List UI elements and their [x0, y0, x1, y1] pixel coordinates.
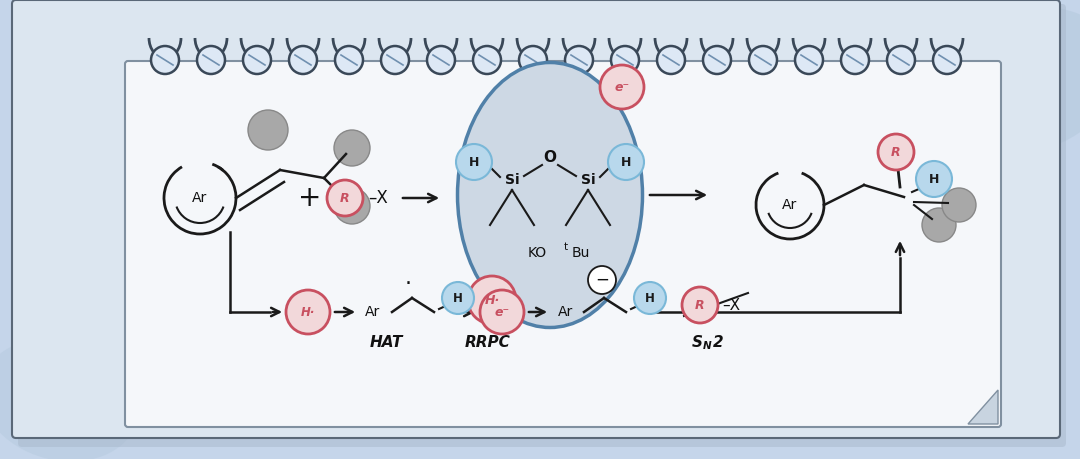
Text: Si: Si: [581, 173, 595, 187]
Text: KO: KO: [528, 246, 548, 260]
Circle shape: [588, 266, 616, 294]
Text: ·: ·: [405, 274, 411, 294]
FancyBboxPatch shape: [18, 4, 1066, 447]
Circle shape: [703, 46, 731, 74]
Circle shape: [289, 46, 318, 74]
Text: 2: 2: [713, 335, 724, 349]
Text: t: t: [564, 242, 568, 252]
Circle shape: [922, 208, 956, 242]
Text: +: +: [298, 184, 322, 212]
Circle shape: [519, 46, 546, 74]
Circle shape: [933, 46, 961, 74]
Circle shape: [887, 46, 915, 74]
Text: H: H: [929, 173, 940, 185]
Circle shape: [750, 46, 777, 74]
Circle shape: [916, 161, 951, 197]
Text: H: H: [621, 156, 631, 168]
Text: Ar: Ar: [365, 305, 380, 319]
Circle shape: [456, 144, 492, 180]
Text: RRPC: RRPC: [465, 335, 511, 349]
Text: H·: H·: [301, 306, 315, 319]
Circle shape: [286, 290, 330, 334]
FancyBboxPatch shape: [125, 61, 1001, 427]
Text: e⁻: e⁻: [495, 306, 510, 319]
FancyBboxPatch shape: [12, 0, 1059, 438]
Text: −: −: [595, 271, 609, 289]
Circle shape: [335, 46, 363, 74]
Text: Ar: Ar: [782, 198, 798, 212]
Text: HAT: HAT: [370, 335, 403, 349]
Circle shape: [634, 282, 666, 314]
Circle shape: [442, 282, 474, 314]
Ellipse shape: [942, 7, 1080, 153]
Circle shape: [327, 180, 363, 216]
Text: e⁻: e⁻: [615, 80, 630, 94]
Text: H·: H·: [484, 293, 500, 307]
Text: Ar: Ar: [558, 305, 573, 319]
Text: O: O: [543, 150, 556, 164]
Text: H: H: [645, 291, 654, 304]
Text: –X: –X: [723, 297, 740, 313]
Circle shape: [942, 188, 976, 222]
Text: S: S: [692, 335, 703, 349]
Circle shape: [657, 46, 685, 74]
Circle shape: [197, 46, 225, 74]
Text: –X: –X: [368, 189, 388, 207]
Circle shape: [468, 276, 516, 324]
Text: H: H: [469, 156, 480, 168]
Circle shape: [243, 46, 271, 74]
Text: Ar: Ar: [192, 191, 207, 205]
Text: N: N: [703, 341, 712, 351]
Circle shape: [878, 134, 914, 170]
Ellipse shape: [0, 338, 139, 459]
Text: R: R: [891, 146, 901, 158]
Ellipse shape: [458, 62, 643, 328]
Polygon shape: [968, 390, 998, 424]
Circle shape: [795, 46, 823, 74]
Text: R: R: [340, 191, 350, 205]
Circle shape: [248, 110, 288, 150]
Circle shape: [841, 46, 869, 74]
Text: H: H: [454, 291, 463, 304]
Circle shape: [480, 290, 524, 334]
Circle shape: [334, 130, 370, 166]
Circle shape: [681, 287, 718, 323]
Text: R: R: [696, 298, 705, 312]
Circle shape: [334, 188, 370, 224]
Circle shape: [427, 46, 455, 74]
Circle shape: [600, 65, 644, 109]
Circle shape: [565, 46, 593, 74]
Circle shape: [381, 46, 409, 74]
Circle shape: [611, 46, 639, 74]
Circle shape: [608, 144, 644, 180]
Text: Bu: Bu: [572, 246, 591, 260]
Circle shape: [151, 46, 179, 74]
Text: Si: Si: [504, 173, 519, 187]
Circle shape: [473, 46, 501, 74]
